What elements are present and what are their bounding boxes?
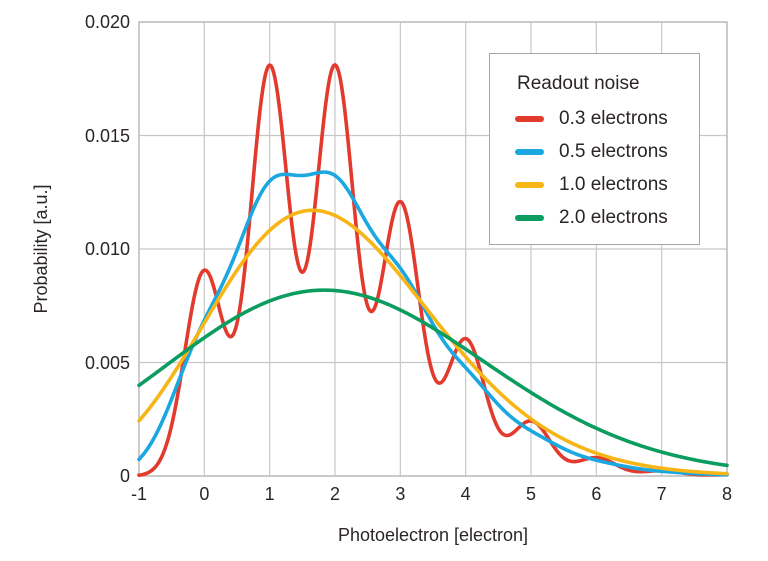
y-tick-label: 0.015: [84, 125, 130, 146]
legend-item: 0.5 electrons: [515, 139, 699, 165]
plot-frame: [138, 21, 728, 477]
series-line-0.5-electrons: [137, 170, 729, 477]
legend-label: 1.0 electrons: [559, 174, 668, 195]
x-tick-label: 1: [264, 484, 275, 504]
series-line-2.0-electrons: [137, 288, 729, 468]
x-tick-label: 7: [656, 484, 667, 504]
series-line-0.3-electrons: [137, 63, 729, 478]
legend-item: 0.3 electrons: [515, 106, 699, 132]
y-tick-label: 0.020: [84, 12, 130, 32]
y-tick-label: 0.010: [84, 239, 130, 259]
legend: Readout noise 0.3 electrons 0.5 electrons…: [489, 53, 700, 245]
legend-label: 0.5 electrons: [559, 141, 668, 162]
y-tick-label: 0: [119, 466, 130, 486]
x-tick-label: 0: [199, 484, 210, 504]
legend-swatch: [515, 215, 544, 221]
legend-item: 1.0 electrons: [515, 172, 699, 198]
legend-swatch: [515, 116, 544, 122]
legend-swatch: [515, 149, 544, 155]
legend-item: 2.0 electrons: [515, 205, 699, 231]
legend-items: 0.3 electrons 0.5 electrons 1.0 electrons 2…: [515, 106, 699, 231]
y-axis-title-text: Probability [a.u.]: [31, 184, 51, 314]
x-axis-title: Photoelectron [electron]: [337, 525, 529, 545]
legend-swatch: [515, 182, 544, 188]
legend-title: Readout noise: [517, 73, 640, 94]
x-tick-label: -1: [130, 484, 147, 504]
legend-label: 0.3 electrons: [559, 108, 668, 129]
x-tick-label: 2: [329, 484, 340, 504]
x-tick-label: 4: [460, 484, 471, 504]
legend-label: 2.0 electrons: [559, 207, 668, 228]
x-tick-label: 6: [591, 484, 602, 504]
y-tick-label: 0.005: [84, 352, 130, 373]
x-tick-label: 8: [721, 484, 732, 504]
x-tick-label: 3: [395, 484, 406, 504]
series-line-1.0-electrons: [137, 208, 729, 476]
x-tick-label: 5: [525, 484, 536, 504]
